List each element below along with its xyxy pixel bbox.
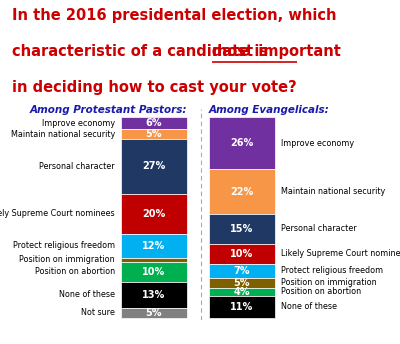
Text: 15%: 15% (230, 224, 254, 234)
Bar (121, 262, 187, 282)
Text: 6%: 6% (146, 118, 162, 128)
Text: characteristic of a candidate is: characteristic of a candidate is (12, 44, 273, 59)
Text: 26%: 26% (230, 138, 254, 148)
Text: In the 2016 presidental election, which: In the 2016 presidental election, which (12, 8, 336, 23)
Text: 5%: 5% (234, 278, 250, 288)
Text: Personal character: Personal character (39, 162, 115, 171)
Text: Improve economy: Improve economy (281, 139, 354, 148)
Text: Position on abortion: Position on abortion (35, 267, 115, 276)
Bar (121, 139, 187, 194)
Text: Protect religious freedom: Protect religious freedom (13, 241, 115, 250)
Bar (121, 194, 187, 234)
Text: LifeWayResearch.com: LifeWayResearch.com (8, 329, 84, 335)
Bar (209, 117, 275, 170)
Bar (121, 234, 187, 258)
Text: Likely Supreme Court nominees: Likely Supreme Court nominees (0, 209, 115, 218)
Text: 5%: 5% (146, 129, 162, 139)
Text: ⊕ LifeWay: ⊕ LifeWay (337, 327, 388, 336)
Text: Personal character: Personal character (281, 224, 357, 233)
Bar (121, 308, 187, 318)
Text: in deciding how to cast your vote?: in deciding how to cast your vote? (12, 80, 296, 95)
Text: 4%: 4% (234, 287, 250, 297)
Text: 5%: 5% (146, 308, 162, 318)
Text: Improve economy: Improve economy (42, 119, 115, 128)
Bar (121, 117, 187, 129)
Text: Maintain national security: Maintain national security (11, 130, 115, 139)
Bar (209, 170, 275, 214)
Text: 7%: 7% (234, 266, 250, 276)
Bar (209, 214, 275, 244)
Bar (209, 278, 275, 288)
Bar (121, 258, 187, 262)
Text: Position on immigration: Position on immigration (19, 255, 115, 264)
Bar (209, 264, 275, 278)
Text: 22%: 22% (230, 186, 254, 196)
Text: Not sure: Not sure (81, 308, 115, 317)
Bar (209, 288, 275, 296)
Text: None of these: None of these (281, 302, 337, 311)
Text: 13%: 13% (142, 290, 166, 300)
Text: Maintain national security: Maintain national security (281, 187, 385, 196)
Text: Likely Supreme Court nominees: Likely Supreme Court nominees (281, 249, 400, 258)
Text: Among Evangelicals:: Among Evangelicals: (209, 105, 330, 115)
Text: Among Protestant Pastors:: Among Protestant Pastors: (30, 105, 187, 115)
Text: None of these: None of these (59, 290, 115, 299)
Bar (209, 244, 275, 264)
Text: Protect religious freedom: Protect religious freedom (281, 266, 383, 275)
Bar (209, 296, 275, 318)
Text: 10%: 10% (142, 267, 166, 277)
Text: 20%: 20% (142, 208, 166, 218)
Bar (121, 129, 187, 139)
Text: Position on immigration: Position on immigration (281, 278, 377, 287)
Text: 27%: 27% (142, 161, 166, 171)
Text: 11%: 11% (230, 302, 254, 312)
Text: 10%: 10% (230, 249, 254, 259)
Bar (121, 282, 187, 308)
Text: Position on abortion: Position on abortion (281, 287, 361, 296)
Text: most important: most important (212, 44, 341, 59)
Text: 12%: 12% (142, 240, 166, 250)
